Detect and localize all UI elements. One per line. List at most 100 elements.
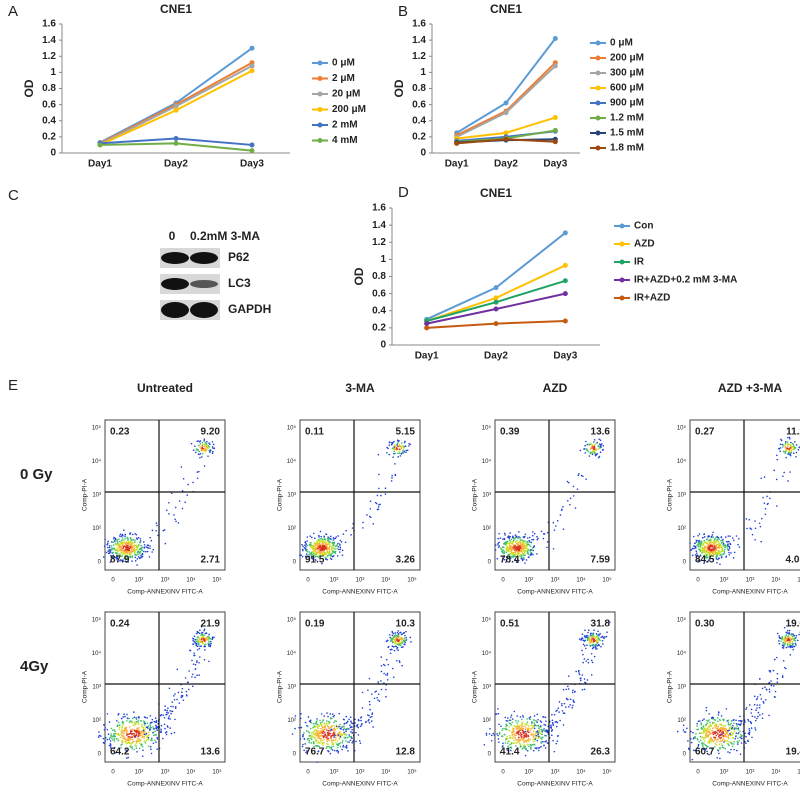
event-dot	[109, 551, 111, 553]
legend-marker	[595, 40, 601, 46]
event-dot	[398, 448, 401, 450]
event-dot	[328, 722, 330, 725]
event-dot	[187, 681, 189, 683]
event-dot	[116, 543, 119, 546]
event-dot	[172, 705, 174, 708]
event-dot	[722, 538, 724, 541]
event-dot	[105, 551, 108, 554]
event-dot	[527, 734, 530, 737]
event-dot	[136, 564, 138, 566]
event-dot	[587, 631, 589, 634]
event-dot	[391, 477, 393, 479]
event-dot	[732, 539, 735, 542]
event-dot	[107, 540, 109, 543]
event-dot	[581, 637, 584, 640]
event-dot	[515, 734, 517, 737]
data-point	[249, 63, 255, 69]
event-dot	[128, 549, 130, 552]
event-dot	[786, 629, 789, 632]
event-dot	[788, 450, 791, 452]
event-dot	[396, 660, 398, 662]
event-dot	[332, 745, 334, 748]
event-dot	[703, 740, 706, 742]
event-dot	[573, 691, 576, 693]
event-dot	[137, 553, 140, 556]
event-dot	[714, 549, 717, 552]
y-tick-label: 10³	[287, 685, 296, 691]
event-dot	[327, 537, 330, 540]
event-dot	[504, 716, 507, 719]
event-dot	[315, 731, 317, 734]
event-dot	[126, 536, 128, 539]
event-dot	[718, 544, 720, 547]
event-dot	[696, 725, 698, 727]
event-dot	[310, 738, 313, 741]
event-dot	[180, 466, 183, 468]
quadrant-percent: 11.2	[786, 427, 800, 438]
event-dot	[165, 733, 168, 736]
event-dot	[98, 734, 101, 737]
event-dot	[536, 739, 539, 742]
event-dot	[514, 551, 516, 554]
event-dot	[347, 750, 349, 752]
event-dot	[329, 713, 332, 715]
quadrant-percent: 0.30	[695, 619, 715, 630]
event-dot	[342, 746, 344, 748]
event-dot	[331, 739, 333, 742]
event-dot	[329, 737, 332, 740]
event-dot	[111, 739, 114, 741]
event-dot	[211, 446, 214, 448]
event-dot	[329, 541, 331, 543]
event-dot	[156, 524, 158, 527]
event-dot	[697, 539, 699, 542]
event-dot	[340, 541, 343, 543]
event-dot	[745, 708, 747, 711]
event-dot	[720, 734, 722, 737]
event-dot	[714, 726, 716, 728]
event-dot	[537, 747, 539, 749]
event-dot	[200, 447, 202, 450]
y-tick-label: 10²	[677, 526, 686, 532]
event-dot	[404, 641, 407, 644]
event-dot	[597, 448, 600, 451]
event-dot	[577, 474, 580, 477]
event-dot	[514, 737, 517, 740]
quadrant-percent: 2.71	[201, 555, 221, 566]
event-dot	[713, 540, 716, 543]
event-dot	[498, 541, 500, 544]
event-dot	[314, 722, 316, 725]
event-dot	[728, 545, 731, 548]
event-dot	[168, 512, 170, 515]
event-dot	[734, 737, 737, 740]
event-dot	[491, 734, 493, 737]
event-dot	[320, 724, 323, 726]
event-dot	[343, 731, 345, 734]
event-dot	[692, 749, 695, 752]
y-tick-label: 1	[50, 67, 56, 78]
x-tick-label: Day1	[88, 159, 112, 170]
event-dot	[98, 731, 100, 733]
event-dot	[151, 718, 154, 721]
event-dot	[368, 721, 371, 724]
event-dot	[782, 639, 784, 641]
event-dot	[113, 746, 116, 749]
event-dot	[708, 747, 711, 749]
event-dot	[596, 634, 599, 636]
event-dot	[401, 640, 404, 643]
event-dot	[699, 546, 702, 549]
event-dot	[713, 746, 716, 748]
event-dot	[181, 687, 184, 690]
event-dot	[711, 534, 714, 536]
event-dot	[730, 748, 732, 751]
event-dot	[526, 545, 528, 547]
event-dot	[712, 740, 715, 743]
event-dot	[523, 740, 526, 743]
event-dot	[737, 723, 740, 725]
event-dot	[707, 549, 709, 552]
x-axis-label: Comp-ANNEXINV FITC-A	[517, 781, 593, 788]
event-dot	[114, 538, 117, 541]
event-dot	[562, 724, 565, 726]
event-dot	[322, 736, 325, 739]
event-dot	[575, 670, 577, 673]
event-dot	[361, 722, 363, 725]
